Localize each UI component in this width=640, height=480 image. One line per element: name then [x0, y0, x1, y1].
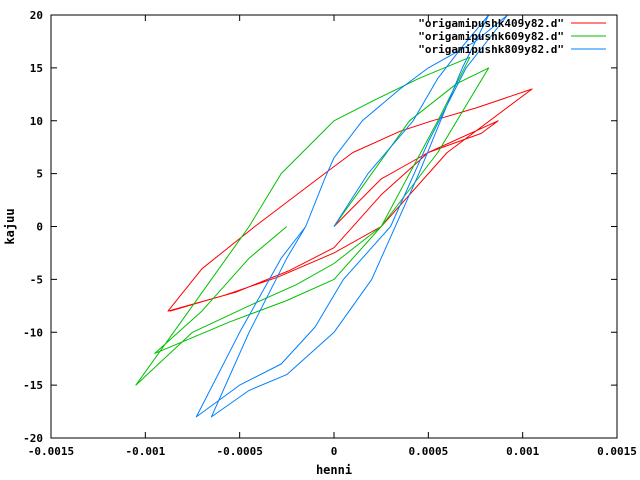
- legend-label-1: "origamipushk409y82.d": [418, 17, 564, 30]
- legend-label-3: "origamipushk809y82.d": [418, 43, 564, 56]
- series-line-2: [135, 56, 490, 386]
- y-tick-label: 0: [36, 221, 43, 234]
- y-tick-label: -5: [30, 273, 43, 286]
- x-tick-label: 0: [331, 445, 338, 458]
- legend: "origamipushk409y82.d""origamipushk609y8…: [418, 17, 606, 56]
- y-tick-label: 5: [36, 168, 43, 181]
- x-tick-label: 0.0015: [597, 445, 637, 458]
- x-tick-label: -0.0015: [28, 445, 74, 458]
- y-tick-label: -15: [23, 379, 43, 392]
- y-axis-label: kajuu: [3, 208, 17, 244]
- x-tick-label: -0.0005: [216, 445, 262, 458]
- x-axis-label: henni: [316, 463, 352, 477]
- legend-label-2: "origamipushk609y82.d": [418, 30, 564, 43]
- x-tick-label: 0.001: [506, 445, 539, 458]
- series-layer: [135, 14, 533, 418]
- y-tick-label: 20: [30, 9, 43, 22]
- y-tick-label: 10: [30, 115, 43, 128]
- x-tick-label: 0.0005: [408, 445, 448, 458]
- y-tick-label: -20: [23, 432, 43, 445]
- x-axis: -0.0015 -0.001 -0.0005 0 0.0005 0.001 0.0015: [28, 15, 637, 458]
- series-line-3: [195, 14, 509, 418]
- y-tick-label: -10: [23, 326, 43, 339]
- y-tick-label: 15: [30, 62, 43, 75]
- y-axis: -20 -15 -10 -5 0 5 10 15 20: [23, 9, 617, 445]
- x-tick-label: -0.001: [125, 445, 165, 458]
